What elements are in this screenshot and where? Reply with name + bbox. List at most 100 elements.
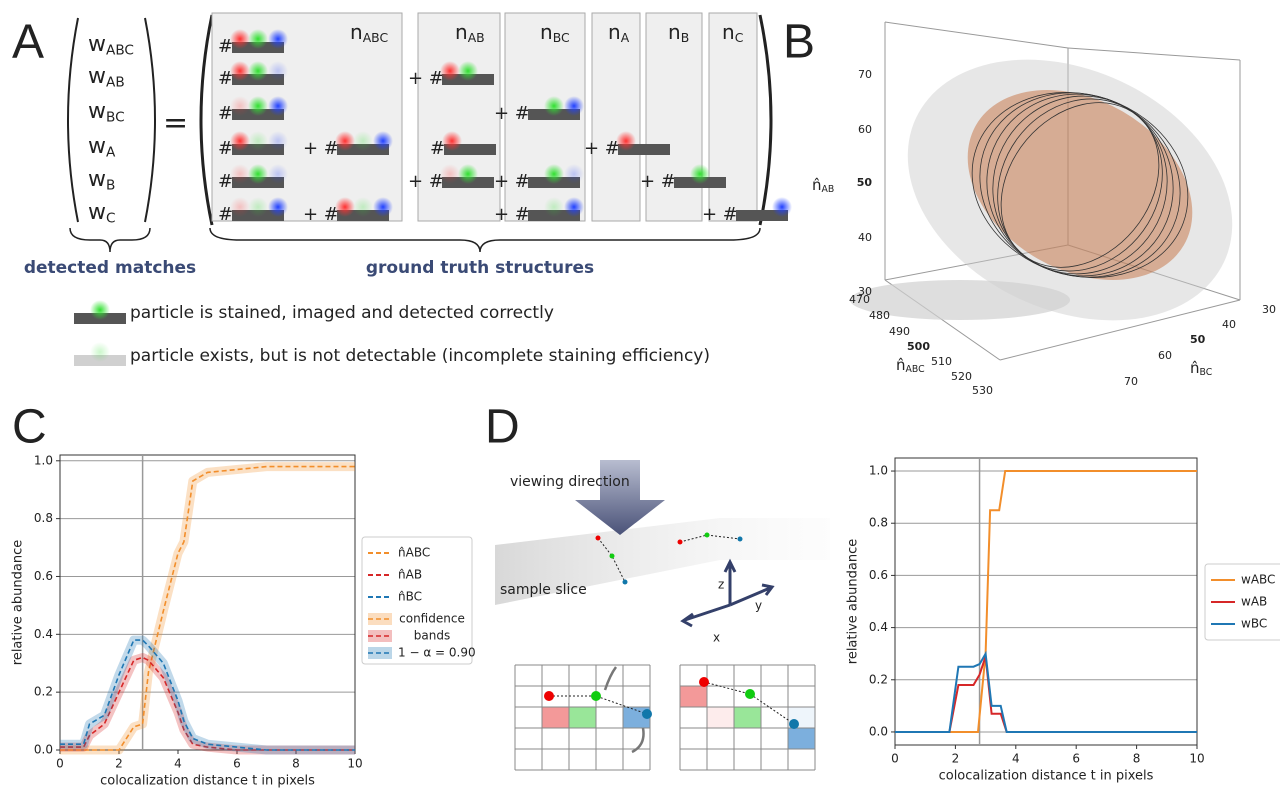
- pixel: [542, 707, 569, 728]
- x-tick-label: 6: [233, 757, 241, 771]
- stain: [90, 300, 110, 320]
- weight-label-sub: AB: [106, 75, 125, 91]
- brace-label: detected matches: [24, 258, 196, 278]
- diagram-text: sample slice: [500, 582, 587, 598]
- particle-dot: [738, 537, 743, 542]
- plus-hash: + #: [584, 138, 620, 159]
- y-tick-label: 0.4: [869, 620, 888, 634]
- particle-dot: [591, 691, 601, 701]
- particle-dot: [745, 689, 755, 699]
- panel-label: C: [12, 401, 47, 454]
- stain: [616, 131, 636, 151]
- stain: [353, 197, 373, 217]
- axis-box: [1068, 48, 1240, 60]
- column-header-main: n: [350, 20, 363, 44]
- weight-label-main: w: [88, 32, 106, 57]
- legend-label: wAB: [1241, 595, 1267, 609]
- stain: [440, 61, 460, 81]
- brace-label: ground truth structures: [366, 258, 594, 278]
- x-tick-label: 10: [1189, 752, 1204, 766]
- series-line: [895, 656, 1197, 732]
- x-tick-label: 470: [849, 293, 870, 306]
- column-header-main: n: [668, 20, 681, 44]
- y-tick-label: 1.0: [869, 464, 888, 478]
- axis-name: z: [718, 578, 724, 592]
- plus-hash: + #: [408, 68, 444, 89]
- y-tick-label: 0.8: [869, 516, 888, 530]
- series-line: [895, 471, 1197, 732]
- legend-text: particle is stained, imaged and detected…: [130, 303, 554, 323]
- x-tick-label: 8: [292, 757, 300, 771]
- x-tick-label: 2: [115, 757, 123, 771]
- plot-frame: [895, 458, 1197, 745]
- stain: [268, 131, 288, 151]
- y-tick-label: 0.2: [869, 672, 888, 686]
- weight-label: wBC: [88, 99, 125, 126]
- column-header-sub: AB: [468, 30, 485, 45]
- stain: [268, 29, 288, 49]
- stain: [442, 131, 462, 151]
- particle-dot: [642, 709, 652, 719]
- x-tick-label: 530: [972, 384, 993, 397]
- y-tick-label: 0.2: [34, 685, 53, 699]
- stain: [772, 197, 792, 217]
- x-tick-label: 490: [889, 325, 910, 338]
- paren: [201, 15, 212, 225]
- y-axis-label: n̂BC: [1190, 359, 1212, 378]
- x-axis-label: n̂ABC: [896, 356, 925, 375]
- z-tick-label: 70: [858, 68, 872, 81]
- particle-dot: [789, 719, 799, 729]
- stain: [248, 29, 268, 49]
- particle-dot: [678, 540, 683, 545]
- legend-label: bands: [414, 629, 450, 643]
- stain: [248, 61, 268, 81]
- stain: [353, 131, 373, 151]
- stain: [268, 96, 288, 116]
- column-header-sub: A: [621, 30, 630, 45]
- stain: [544, 197, 564, 217]
- x-tick-label: 6: [1072, 752, 1080, 766]
- axis-box: [885, 22, 1068, 48]
- panel-label: B: [783, 16, 815, 69]
- plus-hash: + #: [640, 171, 676, 192]
- legend-label: confidence: [399, 612, 465, 626]
- x-axis-label-sub: ABC: [906, 363, 925, 374]
- x-tick-label: 4: [1012, 752, 1020, 766]
- view-arrow: [575, 460, 665, 535]
- legend-label: n̂AB: [398, 568, 422, 582]
- stain: [248, 96, 268, 116]
- stain: [230, 131, 250, 151]
- legend-label: 1 − α = 0.90: [398, 646, 476, 660]
- stain: [373, 131, 393, 151]
- x-tick-label: 510: [931, 355, 952, 368]
- weight-label-main: w: [88, 64, 106, 89]
- weight-label: wABC: [88, 32, 134, 59]
- column-header-main: n: [722, 20, 735, 44]
- pixel: [707, 707, 734, 728]
- stain: [564, 164, 584, 184]
- y-tick-label: 0.0: [34, 743, 53, 757]
- stain: [564, 197, 584, 217]
- confidence-band: [60, 640, 355, 750]
- stain: [90, 342, 110, 362]
- x-axis-label: colocalization distance t in pixels: [939, 769, 1154, 784]
- x-tick-label: 0: [56, 757, 64, 771]
- y-axis-label-sub: BC: [1200, 366, 1213, 377]
- stain: [248, 164, 268, 184]
- stain: [248, 131, 268, 151]
- plus-hash: + #: [303, 204, 339, 225]
- particle-dot: [705, 533, 710, 538]
- paren: [68, 18, 78, 222]
- axis-arrow: [683, 605, 730, 626]
- legend-label: wBC: [1241, 617, 1267, 631]
- paren: [145, 18, 155, 222]
- weight-label-sub: B: [106, 178, 115, 194]
- column-header-sub: ABC: [363, 30, 388, 45]
- weight-label-main: w: [88, 134, 106, 159]
- particle-dot: [596, 536, 601, 541]
- y-tick-label: 40: [1222, 318, 1236, 331]
- y-axis-label: relative abundance: [11, 540, 26, 665]
- column-header-main: n: [540, 20, 553, 44]
- stain: [248, 197, 268, 217]
- stain: [335, 131, 355, 151]
